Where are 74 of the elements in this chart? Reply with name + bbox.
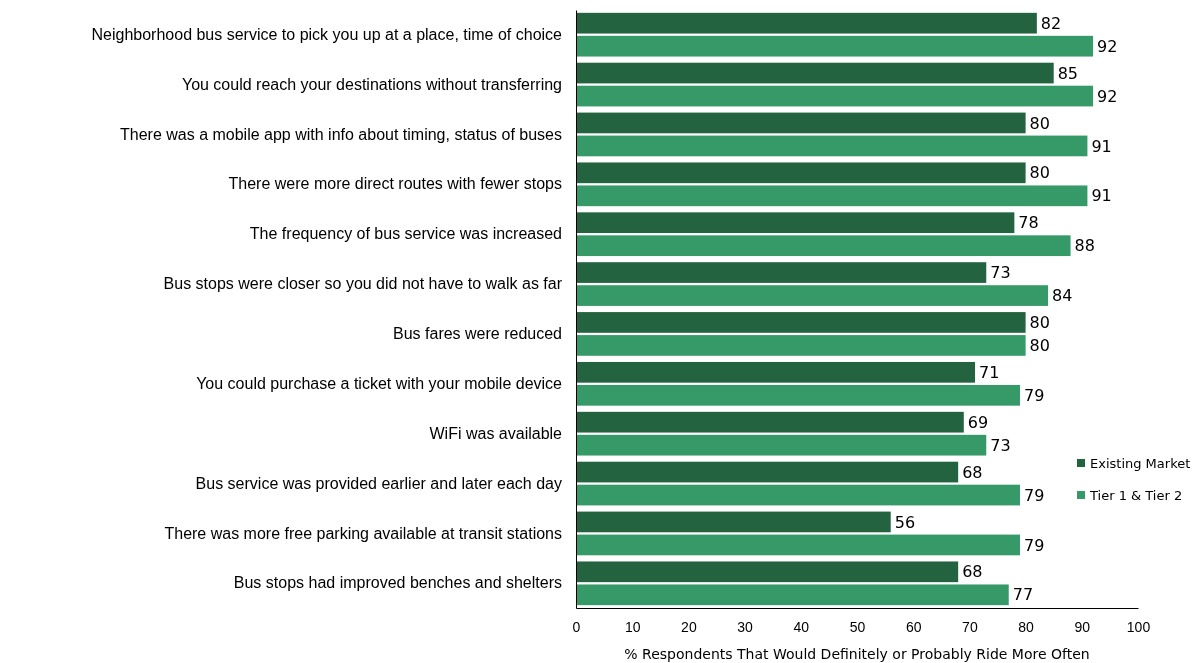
bar	[576, 112, 1026, 134]
legend-label: Tier 1 & Tier 2	[1089, 487, 1183, 503]
bar	[576, 185, 1088, 207]
y-tick-label: WiFi was available	[429, 424, 563, 442]
x-tick-label: 10	[624, 618, 641, 635]
bar	[576, 312, 1026, 333]
y-tick-label: Bus stops had improved benches and shelters	[233, 574, 562, 592]
data-label: 88	[1074, 236, 1095, 256]
y-tick-label: There was more free parking available at transit stations	[164, 524, 562, 542]
x-tick-label: 90	[1074, 618, 1091, 635]
x-tick-label: 40	[793, 618, 810, 635]
data-label: 69	[967, 412, 989, 432]
data-label: 80	[1029, 313, 1050, 333]
y-tick-label: There was a mobile app with info about timing, status of buses	[119, 125, 562, 143]
data-label: 80	[1029, 163, 1050, 183]
bar	[576, 384, 1020, 406]
bar	[576, 534, 1020, 556]
data-label: 85	[1057, 63, 1079, 83]
bar	[576, 361, 976, 383]
data-label: 68	[962, 562, 983, 582]
bar	[576, 62, 1054, 84]
bar	[576, 285, 1049, 306]
data-label: 92	[1097, 86, 1118, 106]
x-tick-label: 0	[572, 618, 581, 635]
data-label: 79	[1023, 535, 1045, 555]
y-tick-label: You could reach your destinations without transferring	[181, 75, 562, 93]
data-label: 91	[1091, 186, 1112, 206]
y-tick-label: Bus stops were closer so you did not have to walk as far	[163, 275, 563, 293]
bar	[576, 411, 964, 433]
data-label: 73	[990, 435, 1011, 455]
x-axis-title: % Respondents That Would Definitely or Probably Ride More Often	[624, 646, 1090, 662]
bar	[576, 484, 1020, 506]
y-tick-label: There were more direct routes with fewer stops	[228, 175, 562, 193]
bar	[576, 461, 959, 483]
bar	[576, 235, 1071, 257]
x-tick-label: 30	[737, 618, 754, 635]
data-label: 92	[1097, 36, 1118, 56]
x-tick-label: 80	[1018, 618, 1035, 635]
data-label: 82	[1040, 13, 1062, 33]
bar	[576, 135, 1088, 157]
bar	[576, 434, 987, 456]
data-label: 91	[1091, 136, 1112, 156]
data-label: 68	[962, 462, 983, 482]
data-label: 77	[1012, 585, 1034, 605]
bar	[576, 12, 1037, 34]
bar	[576, 561, 959, 583]
y-tick-label: The frequency of bus service was increased	[249, 225, 562, 243]
x-tick-label: 20	[681, 618, 697, 635]
data-label: 80	[1029, 336, 1050, 356]
x-tick-label: 50	[849, 618, 866, 635]
data-label: 71	[979, 362, 1000, 382]
data-label: 84	[1052, 286, 1073, 306]
x-tick-label: 60	[905, 618, 922, 635]
y-tick-label: Neighborhood bus service to pick you up at a place, time of choice	[91, 25, 563, 43]
bar	[576, 212, 1015, 234]
y-tick-label: Bus service was provided earlier and later each day	[195, 474, 562, 492]
x-tick-label: 70	[962, 618, 978, 635]
data-label: 79	[1023, 385, 1045, 405]
data-label: 79	[1023, 485, 1045, 505]
y-tick-label: You could purchase a ticket with your mobile device	[196, 374, 563, 392]
bar	[576, 85, 1094, 107]
data-label: 73	[990, 263, 1011, 283]
bar	[576, 162, 1026, 184]
x-tick-label: 100	[1126, 618, 1151, 635]
bar	[576, 335, 1026, 356]
data-label: 78	[1018, 213, 1039, 233]
bar	[576, 511, 891, 533]
data-label: 80	[1029, 113, 1050, 133]
bar	[576, 584, 1009, 606]
y-tick-label: Bus fares were reduced	[393, 325, 562, 343]
legend-label: Existing Market	[1090, 455, 1191, 471]
bar	[576, 35, 1094, 57]
bar	[576, 262, 987, 283]
data-label: 56	[894, 512, 916, 532]
